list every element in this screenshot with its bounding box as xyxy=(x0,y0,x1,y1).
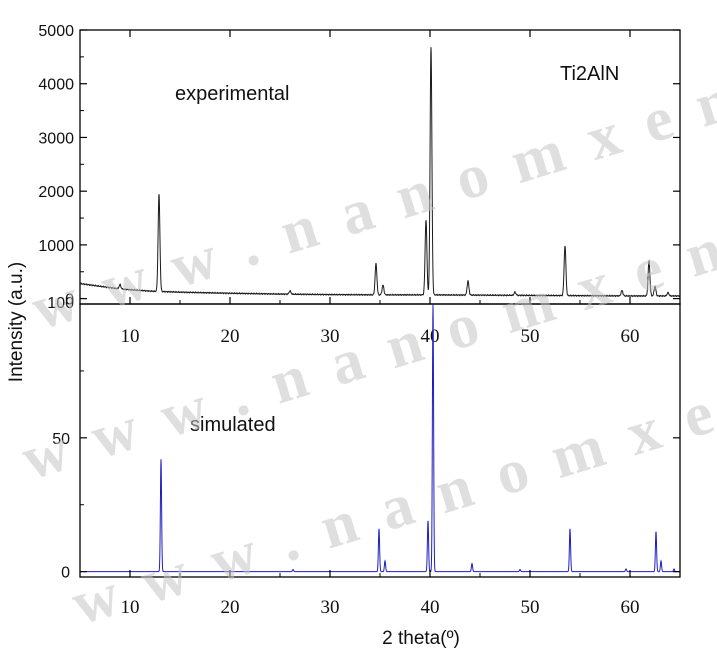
experimental-label: experimental xyxy=(175,83,290,105)
bottom-y-tick-label: 0 xyxy=(61,565,70,582)
top-y-tick-label: 5000 xyxy=(38,23,74,40)
x-axis-label: 2 theta(º) xyxy=(382,628,460,649)
simulated-label: simulated xyxy=(190,414,276,436)
bottom-x-tick-label: 30 xyxy=(321,597,340,618)
top-y-extra-label: 100 xyxy=(47,295,74,312)
bottom-x-tick-label: 60 xyxy=(621,597,640,618)
simulated-pattern-line xyxy=(80,303,680,573)
bottom-x-tick-label: 40 xyxy=(421,597,440,618)
bottom-y-tick-label: 50 xyxy=(52,431,70,448)
simulated-panel: 0 50 10 20 30 40 50 60 xyxy=(52,303,681,618)
top-y-tick-label: 0 xyxy=(65,292,74,309)
top-x-tick-label: 20 xyxy=(221,326,240,347)
top-x-tick-label: 50 xyxy=(521,326,540,347)
top-y-tick-label: 1000 xyxy=(38,238,74,255)
y-axis-label: Intensity (a.u.) xyxy=(6,262,27,382)
top-x-tick-label: 60 xyxy=(621,326,640,347)
bottom-x-tick-label: 50 xyxy=(521,597,540,618)
top-y-tick-label: 3000 xyxy=(38,130,74,147)
top-y-tick-label: 4000 xyxy=(38,77,74,94)
top-y-tick-label: 2000 xyxy=(38,184,74,201)
bottom-x-tick-label: 10 xyxy=(121,597,140,618)
top-x-tick-label: 30 xyxy=(321,326,340,347)
compound-label: Ti2AlN xyxy=(560,63,619,85)
top-x-tick-label: 10 xyxy=(121,326,140,347)
top-x-tick-label: 40 xyxy=(421,326,440,347)
experimental-pattern-line xyxy=(79,47,681,298)
watermark: w w w . n a n o m x e n e s . c o m w w … xyxy=(14,0,717,638)
bottom-x-tick-label: 20 xyxy=(221,597,240,618)
